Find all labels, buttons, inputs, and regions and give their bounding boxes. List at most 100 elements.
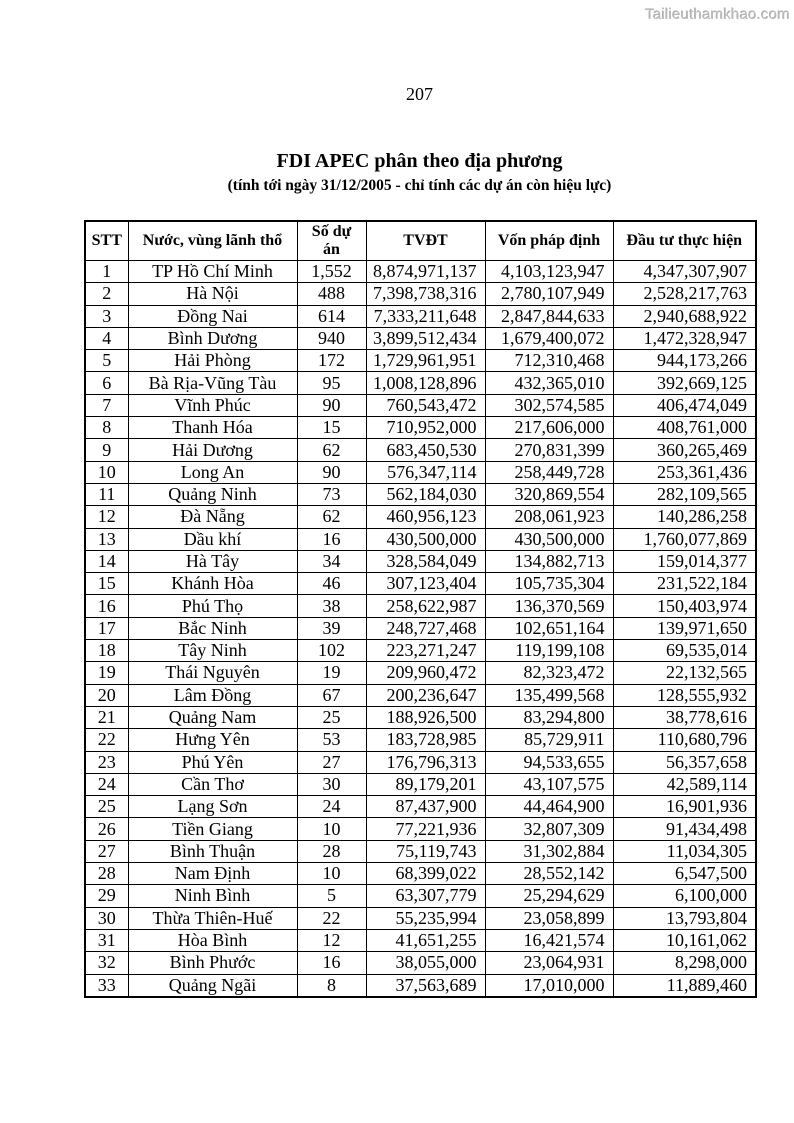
legal-capital-cell: 2,847,844,633 xyxy=(484,304,614,328)
legal-capital-cell: 270,831,399 xyxy=(484,438,614,462)
project-count-cell: 488 xyxy=(296,282,367,306)
tvdt-cell: 75,119,743 xyxy=(365,839,486,864)
implemented-capital-cell: 253,361,436 xyxy=(612,460,757,484)
table-row: 24 Cần Thơ 30 89,179,201 43,107,575 42,589,11… xyxy=(84,772,757,797)
project-count-cell: 95 xyxy=(296,371,367,395)
stt-cell: 8 xyxy=(84,416,129,440)
table-row: 21 Quảng Nam 25 188,926,500 83,294,800 38,778… xyxy=(84,705,757,730)
project-count-cell: 90 xyxy=(296,460,367,484)
tvdt-cell: 63,307,779 xyxy=(365,884,486,908)
implemented-capital-cell: 11,034,305 xyxy=(612,839,757,864)
stt-cell: 15 xyxy=(84,572,129,596)
project-count-cell: 28 xyxy=(296,839,367,864)
implemented-capital-cell: 38,778,616 xyxy=(612,705,757,730)
table-row: 3 Đồng Nai 614 7,333,211,648 2,847,844,633 2,… xyxy=(84,304,757,328)
table-header: STT Nước, vùng lãnh thổ Số dự án TVĐT Vốn ph… xyxy=(84,220,757,261)
legal-capital-cell: 25,294,629 xyxy=(484,884,614,908)
table-row: 11 Quảng Ninh 73 562,184,030 320,869,554 282,… xyxy=(84,482,757,507)
stt-cell: 28 xyxy=(84,862,129,886)
table-body: 1 TP Hồ Chí Minh 1,552 8,874,971,137 4,103,1… xyxy=(84,259,757,998)
legal-capital-cell: 105,735,304 xyxy=(484,572,614,596)
stt-cell: 24 xyxy=(84,772,129,797)
tvdt-cell: 576,347,114 xyxy=(365,460,486,484)
table-row: 5 Hải Phòng 172 1,729,961,951 712,310,468 944… xyxy=(84,349,757,373)
tvdt-cell: 710,952,000 xyxy=(365,416,486,440)
tvdt-cell: 258,622,987 xyxy=(365,594,486,618)
tvdt-cell: 7,398,738,316 xyxy=(365,282,486,306)
implemented-capital-cell: 8,298,000 xyxy=(612,951,757,975)
tvdt-cell: 307,123,404 xyxy=(365,572,486,596)
implemented-capital-cell: 110,680,796 xyxy=(612,728,757,752)
stt-cell: 30 xyxy=(84,906,129,930)
stt-cell: 2 xyxy=(84,282,129,306)
legal-capital-cell: 119,199,108 xyxy=(484,639,614,663)
stt-cell: 6 xyxy=(84,371,129,395)
table-row: 20 Lâm Đồng 67 200,236,647 135,499,568 128,55… xyxy=(84,683,757,707)
table-row: 10 Long An 90 576,347,114 258,449,728 253,361… xyxy=(84,460,757,484)
table-row: 15 Khánh Hòa 46 307,123,404 105,735,304 231,5… xyxy=(84,572,757,596)
province-cell: Hưng Yên xyxy=(127,728,298,752)
tvdt-cell: 68,399,022 xyxy=(365,862,486,886)
implemented-capital-cell: 91,434,498 xyxy=(612,817,757,841)
stt-cell: 27 xyxy=(84,839,129,864)
implemented-capital-cell: 69,535,014 xyxy=(612,639,757,663)
implemented-capital-cell: 159,014,377 xyxy=(612,549,757,574)
tvdt-cell: 8,874,971,137 xyxy=(365,259,486,284)
implemented-capital-cell: 13,793,804 xyxy=(612,906,757,930)
implemented-capital-cell: 6,100,000 xyxy=(612,884,757,908)
implemented-capital-cell: 56,357,658 xyxy=(612,750,757,774)
project-count-cell: 10 xyxy=(296,862,367,886)
legal-capital-cell: 134,882,713 xyxy=(484,549,614,574)
province-cell: Bình Thuận xyxy=(127,839,298,864)
document-title: FDI APEC phân theo địa phương xyxy=(276,150,563,172)
tvdt-cell: 41,651,255 xyxy=(365,928,486,953)
legal-capital-cell: 2,780,107,949 xyxy=(484,282,614,306)
table-row: 25 Lạng Sơn 24 87,437,900 44,464,900 16,901,9… xyxy=(84,795,757,819)
stt-cell: 20 xyxy=(84,683,129,707)
implemented-capital-cell: 139,971,650 xyxy=(612,616,757,641)
column-header-province: Nước, vùng lãnh thổ xyxy=(127,220,298,261)
page-content: 207 FDI APEC phân theo địa phương (tính … xyxy=(84,0,757,998)
province-cell: Bình Dương xyxy=(127,326,298,351)
project-count-cell: 8 xyxy=(296,973,367,998)
project-count-cell: 62 xyxy=(296,505,367,529)
stt-cell: 5 xyxy=(84,349,129,373)
province-cell: Lạng Sơn xyxy=(127,795,298,819)
implemented-capital-cell: 406,474,049 xyxy=(612,393,757,418)
implemented-capital-cell: 10,161,062 xyxy=(612,928,757,953)
province-cell: Thái Nguyên xyxy=(127,661,298,685)
tvdt-cell: 1,008,128,896 xyxy=(365,371,486,395)
table-row: 14 Hà Tây 34 328,584,049 134,882,713 159,014,… xyxy=(84,549,757,574)
table-row: 7 Vĩnh Phúc 90 760,543,472 302,574,585 406,47… xyxy=(84,393,757,418)
province-cell: Long An xyxy=(127,460,298,484)
project-count-cell: 15 xyxy=(296,416,367,440)
legal-capital-cell: 16,421,574 xyxy=(484,928,614,953)
project-count-cell: 27 xyxy=(296,750,367,774)
column-header-project-count: Số dự án xyxy=(296,220,367,261)
project-count-cell: 34 xyxy=(296,549,367,574)
implemented-capital-cell: 22,132,565 xyxy=(612,661,757,685)
province-cell: Đồng Nai xyxy=(127,304,298,328)
province-cell: Phú Thọ xyxy=(127,594,298,618)
project-count-cell: 16 xyxy=(296,527,367,551)
project-count-cell: 30 xyxy=(296,772,367,797)
tvdt-cell: 89,179,201 xyxy=(365,772,486,797)
tvdt-cell: 683,450,530 xyxy=(365,438,486,462)
province-cell: Cần Thơ xyxy=(127,772,298,797)
stt-cell: 1 xyxy=(84,259,129,284)
table-row: 9 Hải Dương 62 683,450,530 270,831,399 360,26… xyxy=(84,438,757,462)
stt-cell: 31 xyxy=(84,928,129,953)
legal-capital-cell: 302,574,585 xyxy=(484,393,614,418)
implemented-capital-cell: 42,589,114 xyxy=(612,772,757,797)
table-row: 8 Thanh Hóa 15 710,952,000 217,606,000 408,76… xyxy=(84,416,757,440)
stt-cell: 25 xyxy=(84,795,129,819)
implemented-capital-cell: 11,889,460 xyxy=(612,973,757,998)
implemented-capital-cell: 128,555,932 xyxy=(612,683,757,707)
column-header-tvdt: TVĐT xyxy=(365,220,486,261)
table-header-row: STT Nước, vùng lãnh thổ Số dự án TVĐT Vốn ph… xyxy=(84,220,757,261)
stt-cell: 4 xyxy=(84,326,129,351)
project-count-cell: 5 xyxy=(296,884,367,908)
tvdt-cell: 37,563,689 xyxy=(365,973,486,998)
table-row: 12 Đà Nẵng 62 460,956,123 208,061,923 140,286… xyxy=(84,505,757,529)
